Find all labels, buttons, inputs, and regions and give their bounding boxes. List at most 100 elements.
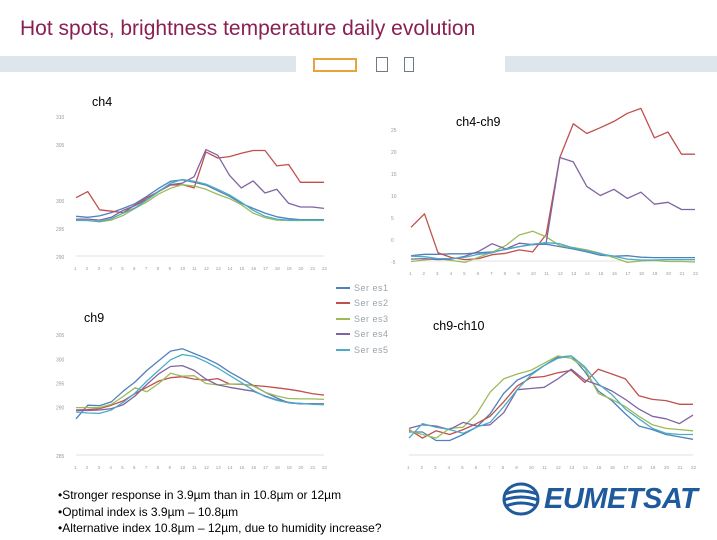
series-line [75, 348, 325, 420]
globe-icon [502, 482, 540, 516]
x-tick-label: 5 [461, 465, 464, 470]
x-tick-label: 9 [168, 465, 171, 470]
legend-item: Ser es5 [336, 342, 389, 358]
x-tick-label: 5 [121, 266, 124, 271]
y-tick-label: 20 [391, 150, 397, 156]
chart-ch9-title: ch9 [84, 311, 105, 325]
x-tick-label: 3 [98, 465, 101, 470]
x-tick-label: 4 [109, 465, 112, 470]
x-tick-label: 21 [310, 465, 316, 470]
x-tick-label: 19 [650, 465, 656, 470]
x-tick-label: 14 [228, 266, 234, 271]
y-tick-label: 305 [56, 143, 65, 149]
note-item: •Alternative index 10.8µm – 12µm, due to… [58, 521, 382, 535]
x-tick-label: 22 [693, 271, 699, 276]
y-tick-label: -5 [391, 260, 396, 266]
x-tick-label: 12 [556, 465, 562, 470]
x-tick-label: 3 [434, 465, 437, 470]
x-tick-label: 15 [596, 465, 602, 470]
series-line [75, 179, 324, 221]
x-tick-label: 7 [488, 465, 491, 470]
y-tick-label: 290 [56, 255, 65, 261]
x-tick-label: 17 [263, 266, 269, 271]
x-tick-label: 19 [652, 271, 658, 276]
chart-ch4-ch9-title: ch4-ch9 [456, 115, 501, 129]
x-tick-label: 7 [145, 465, 148, 470]
x-tick-label: 17 [625, 271, 631, 276]
legend-swatch [336, 348, 350, 351]
x-tick-label: 21 [310, 266, 316, 271]
x-tick-label: 6 [477, 271, 480, 276]
x-tick-label: 16 [612, 271, 618, 276]
x-tick-label: 19 [287, 465, 293, 470]
legend-label: Ser es3 [354, 313, 389, 324]
header-band-left [0, 56, 296, 72]
x-tick-label: 9 [515, 465, 518, 470]
series-line [410, 242, 695, 261]
x-tick-label: 14 [585, 271, 591, 276]
legend-item: Ser es1 [336, 280, 389, 296]
x-tick-label: 18 [275, 465, 281, 470]
x-tick-label: 19 [287, 266, 293, 271]
box-outline-icon [313, 58, 357, 72]
x-tick-label: 4 [109, 266, 112, 271]
x-tick-label: 8 [157, 266, 160, 271]
page-title: Hot spots, brightness temperature daily … [20, 17, 476, 40]
chart-ch4: 310 305 300 295 290 1 2 3 4 5 6 7 8 9 10 11 12 13 14 15 16 17… [54, 106, 332, 276]
x-tick-label: 22 [322, 465, 328, 470]
chart-ch4-ch9: 25 20 15 10 5 0 -5 1 2 3 4 5 6 7 8 9 10 11 12 13 14 15 16 17 18 1… [389, 97, 703, 281]
y-tick-label: 305 [56, 333, 65, 339]
x-tick-label: 22 [322, 266, 328, 271]
series-line [410, 107, 695, 261]
legend-item: Ser es3 [336, 311, 389, 327]
series-line [410, 243, 695, 259]
x-tick-label: 11 [544, 271, 549, 276]
y-tick-label: 10 [391, 194, 397, 200]
series-line [410, 230, 696, 264]
x-tick-label: 13 [569, 465, 575, 470]
y-tick-label: 25 [391, 128, 397, 134]
x-tick-label: 16 [610, 465, 616, 470]
x-tick-label: 12 [204, 465, 210, 470]
x-tick-label: 18 [639, 271, 645, 276]
y-tick-label: 295 [56, 382, 65, 388]
x-tick-label: 17 [263, 465, 269, 470]
x-tick-label: 6 [133, 465, 136, 470]
x-tick-label: 2 [86, 465, 89, 470]
chart-ch4-title: ch4 [92, 95, 113, 109]
series-line [76, 148, 325, 221]
note-item: •Optimal index is 3.9µm – 10.8µm [58, 504, 239, 519]
x-tick-label: 16 [251, 465, 257, 470]
y-tick-label: 300 [56, 357, 65, 363]
x-tick-label: 1 [74, 266, 77, 271]
x-tick-label: 10 [529, 465, 535, 470]
series-line [408, 355, 693, 439]
x-tick-label: 11 [192, 465, 197, 470]
header-band-right [505, 56, 717, 72]
y-tick-label: 310 [56, 115, 65, 121]
x-tick-label: 12 [204, 266, 210, 271]
x-tick-label: 6 [133, 266, 136, 271]
notes-list: •Stronger response in 3.9µm than in 10.8… [58, 487, 382, 537]
legend-item: Ser es4 [336, 327, 389, 343]
y-tick-label: 300 [56, 199, 65, 205]
x-tick-label: 15 [239, 266, 245, 271]
x-tick-label: 9 [168, 266, 171, 271]
x-tick-label: 21 [677, 465, 683, 470]
x-tick-label: 8 [502, 465, 505, 470]
y-tick-label: 0 [391, 238, 394, 244]
legend-label: Ser es4 [354, 329, 389, 340]
x-tick-label: 18 [275, 266, 281, 271]
x-tick-label: 3 [436, 271, 439, 276]
x-tick-label: 20 [666, 271, 672, 276]
x-tick-label: 12 [558, 271, 564, 276]
x-tick-label: 2 [421, 465, 424, 470]
chart-ch9-ch10-svg: 1 2 3 4 5 6 7 8 9 10 11 12 13 14 15 16 17 18 19 20 21 22 [407, 355, 697, 470]
x-tick-label: 20 [298, 266, 304, 271]
legend-label: Ser es2 [354, 298, 389, 309]
x-tick-label: 13 [571, 271, 577, 276]
legend-item: Ser es2 [336, 296, 389, 312]
x-tick-label: 20 [298, 465, 304, 470]
